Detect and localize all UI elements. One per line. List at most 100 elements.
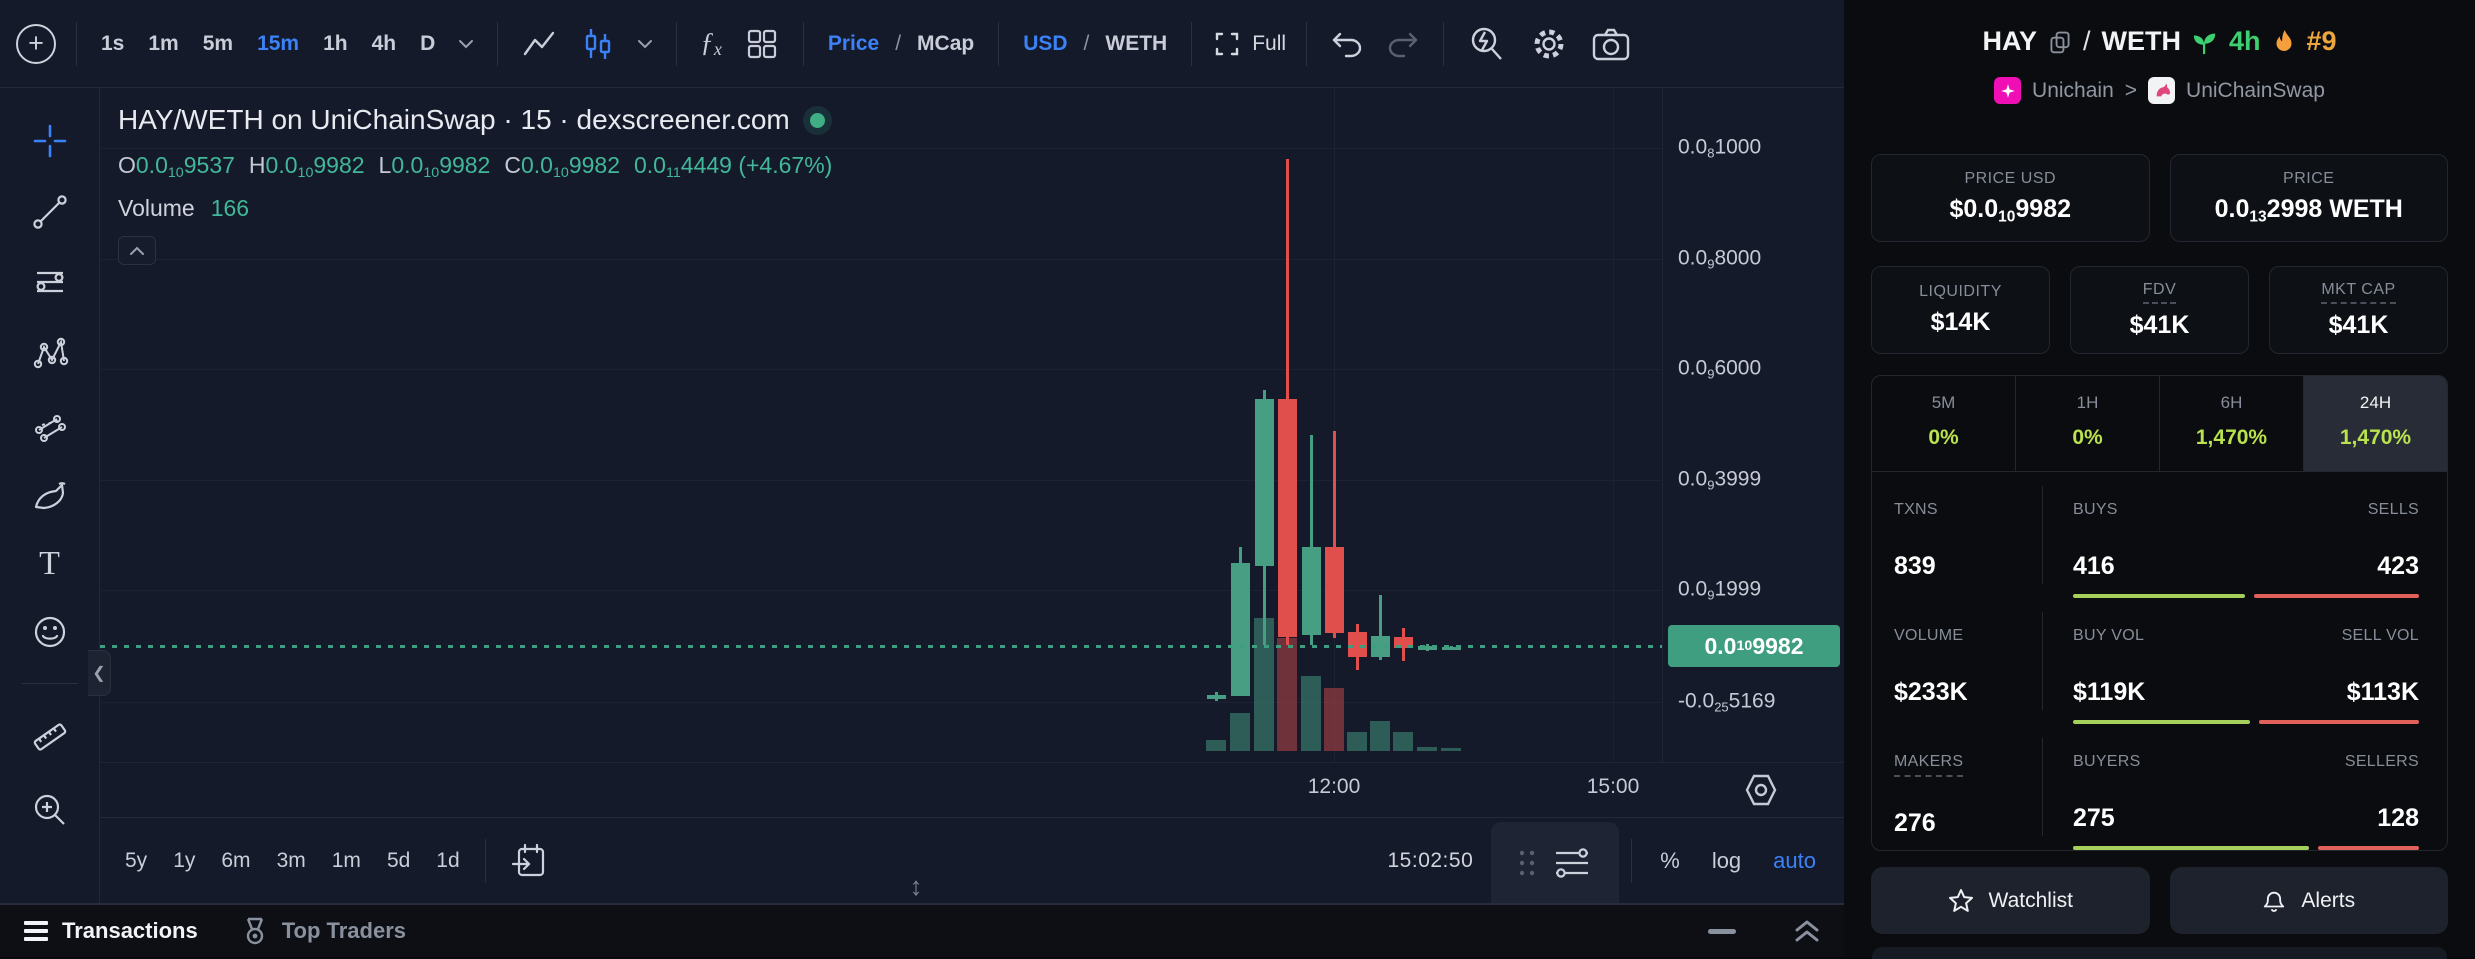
layout-grid-icon[interactable]	[733, 26, 791, 62]
timeframe-dropdown-chevron-icon[interactable]	[447, 39, 485, 49]
divider	[497, 21, 499, 66]
watchlist-button[interactable]: Watchlist	[1871, 867, 2150, 934]
quick-search-bolt-icon[interactable]	[1456, 24, 1518, 64]
redo-icon[interactable]	[1375, 29, 1431, 59]
next-section-edge	[1872, 947, 2447, 959]
price-usd-value: $0.0109982	[1949, 194, 2072, 226]
drag-dots-icon	[1520, 850, 1535, 875]
candlestick-chart-type-icon[interactable]	[568, 25, 626, 63]
chain-name[interactable]: Unichain	[2032, 78, 2114, 102]
usd-denomination-toggle[interactable]: USD	[1023, 31, 1068, 55]
log-scale-button[interactable]: log	[1711, 847, 1742, 873]
indicators-fx-icon[interactable]: ƒx	[700, 27, 722, 59]
price-axis-label: 0.098000	[1678, 246, 1762, 272]
star-icon	[1948, 889, 1973, 912]
screenshot-camera-icon[interactable]	[1580, 26, 1642, 62]
timeframe-D[interactable]: D	[420, 31, 436, 55]
mktcap-box: MKT CAP $41K	[2269, 266, 2448, 354]
timeframe-15m[interactable]: 15m	[257, 31, 300, 55]
tab-top-traders[interactable]: Top Traders	[242, 917, 406, 945]
time-axis[interactable]: 12:00 15:00	[100, 762, 1844, 818]
range-5y[interactable]: 5y	[125, 848, 148, 872]
mcap-mode-toggle[interactable]: MCap	[917, 31, 975, 55]
timezone-clock[interactable]: 15:02:50	[1387, 848, 1474, 872]
chart-legend-title-row: HAY/WETH on UniChainSwap · 15 · dexscree…	[118, 104, 832, 136]
fdv-label[interactable]: FDV	[2142, 281, 2177, 304]
breadcrumb-separator: >	[2124, 78, 2138, 102]
perf-1h-cell[interactable]: 1H 0%	[2016, 376, 2160, 471]
trendline-tool[interactable]	[19, 192, 81, 232]
timeframe-1m[interactable]: 1m	[148, 31, 179, 55]
dex-name[interactable]: UniChainSwap	[2186, 78, 2325, 102]
xabcd-pattern-tool[interactable]	[19, 334, 81, 374]
perf-6h-cell[interactable]: 6H 1,470%	[2160, 376, 2304, 471]
session-settings-icon[interactable]	[1740, 769, 1782, 811]
h-gridline	[100, 369, 1662, 370]
fib-retracement-tool[interactable]	[19, 263, 81, 303]
sells-label: SELLS	[2367, 501, 2419, 518]
volume-bar	[1441, 748, 1461, 751]
text-tool[interactable]: T	[39, 545, 60, 582]
chart-type-dropdown-chevron-icon[interactable]	[626, 39, 664, 49]
candlestick-chart-pane[interactable]: HAY/WETH on UniChainSwap · 15 · dexscree…	[100, 88, 1844, 762]
perf-5m-cell[interactable]: 5M 0%	[1872, 376, 2016, 471]
range-group: 5y 1y 6m 3m 1m 5d 1d	[112, 849, 473, 873]
auto-scale-button[interactable]: auto	[1773, 847, 1816, 873]
range-3m[interactable]: 3m	[276, 848, 306, 872]
expand-panel-icon[interactable]	[1794, 919, 1820, 943]
minimize-panel-icon[interactable]	[1708, 928, 1736, 934]
divider	[1631, 838, 1633, 883]
line-chart-type-icon[interactable]	[510, 28, 568, 60]
candle	[1278, 399, 1297, 637]
price-axis-label: 0.093999	[1678, 467, 1762, 493]
emoji-tool[interactable]	[19, 612, 81, 652]
range-1d[interactable]: 1d	[436, 848, 460, 872]
timeframe-1h[interactable]: 1h	[323, 31, 348, 55]
price-mode-toggle[interactable]: Price	[827, 31, 880, 55]
measure-ruler-tool[interactable]	[17, 715, 83, 759]
fullscreen-button[interactable]: Full	[1204, 29, 1294, 59]
pane-resize-handle[interactable]: ↕	[909, 870, 923, 901]
divider	[2042, 612, 2043, 710]
projection-tool[interactable]	[19, 405, 81, 445]
copy-icon[interactable]	[2048, 30, 2072, 54]
price-boxes: PRICE USD $0.0109982 PRICE 0.0132998 WET…	[1871, 154, 2448, 242]
makers-label[interactable]: MAKERS	[1894, 752, 1964, 777]
undo-icon[interactable]	[1319, 29, 1375, 59]
brush-tool[interactable]	[19, 476, 81, 516]
price-native-box: PRICE 0.0132998 WETH	[2169, 154, 2448, 242]
alerts-button[interactable]: Alerts	[2169, 867, 2448, 934]
weth-denomination-toggle[interactable]: WETH	[1105, 31, 1168, 55]
time-axis-label: 15:00	[1586, 775, 1640, 798]
timeframe-4h[interactable]: 4h	[371, 31, 397, 55]
volume-value: 166	[210, 194, 250, 221]
range-5d[interactable]: 5d	[386, 848, 411, 872]
crosshair-tool[interactable]	[19, 121, 81, 161]
tab-transactions[interactable]: Transactions	[24, 918, 198, 944]
timeframe-1s[interactable]: 1s	[101, 31, 125, 55]
divider	[676, 21, 678, 66]
collapse-drawing-toolbar-handle[interactable]: ❮	[88, 650, 111, 696]
divider	[76, 21, 77, 66]
mktcap-label[interactable]: MKT CAP	[2321, 281, 2396, 304]
collapse-legend-button[interactable]	[118, 235, 156, 265]
volume-bar	[1206, 740, 1226, 751]
go-to-date-icon[interactable]	[498, 841, 560, 881]
medal-icon	[246, 917, 263, 945]
settings-gear-icon[interactable]	[1518, 24, 1580, 64]
timeframe-5m[interactable]: 5m	[202, 31, 234, 55]
fdv-box: FDV $41K	[2070, 266, 2249, 354]
pane-drag-panel[interactable]	[1491, 822, 1620, 903]
volume-bar	[1254, 618, 1274, 751]
candle	[1418, 646, 1437, 650]
range-1m[interactable]: 1m	[331, 848, 361, 872]
add-symbol-button[interactable]: +	[16, 23, 56, 64]
percent-scale-button[interactable]: %	[1660, 847, 1680, 873]
perf-24h-cell[interactable]: 24H 1,470%	[2304, 376, 2447, 471]
range-1y[interactable]: 1y	[173, 848, 196, 872]
zoom-in-tool[interactable]	[19, 790, 81, 830]
volume-bar	[1393, 732, 1413, 751]
current-price-line	[100, 645, 1662, 648]
range-6m[interactable]: 6m	[221, 848, 251, 872]
trending-rank: #9	[2306, 26, 2337, 56]
